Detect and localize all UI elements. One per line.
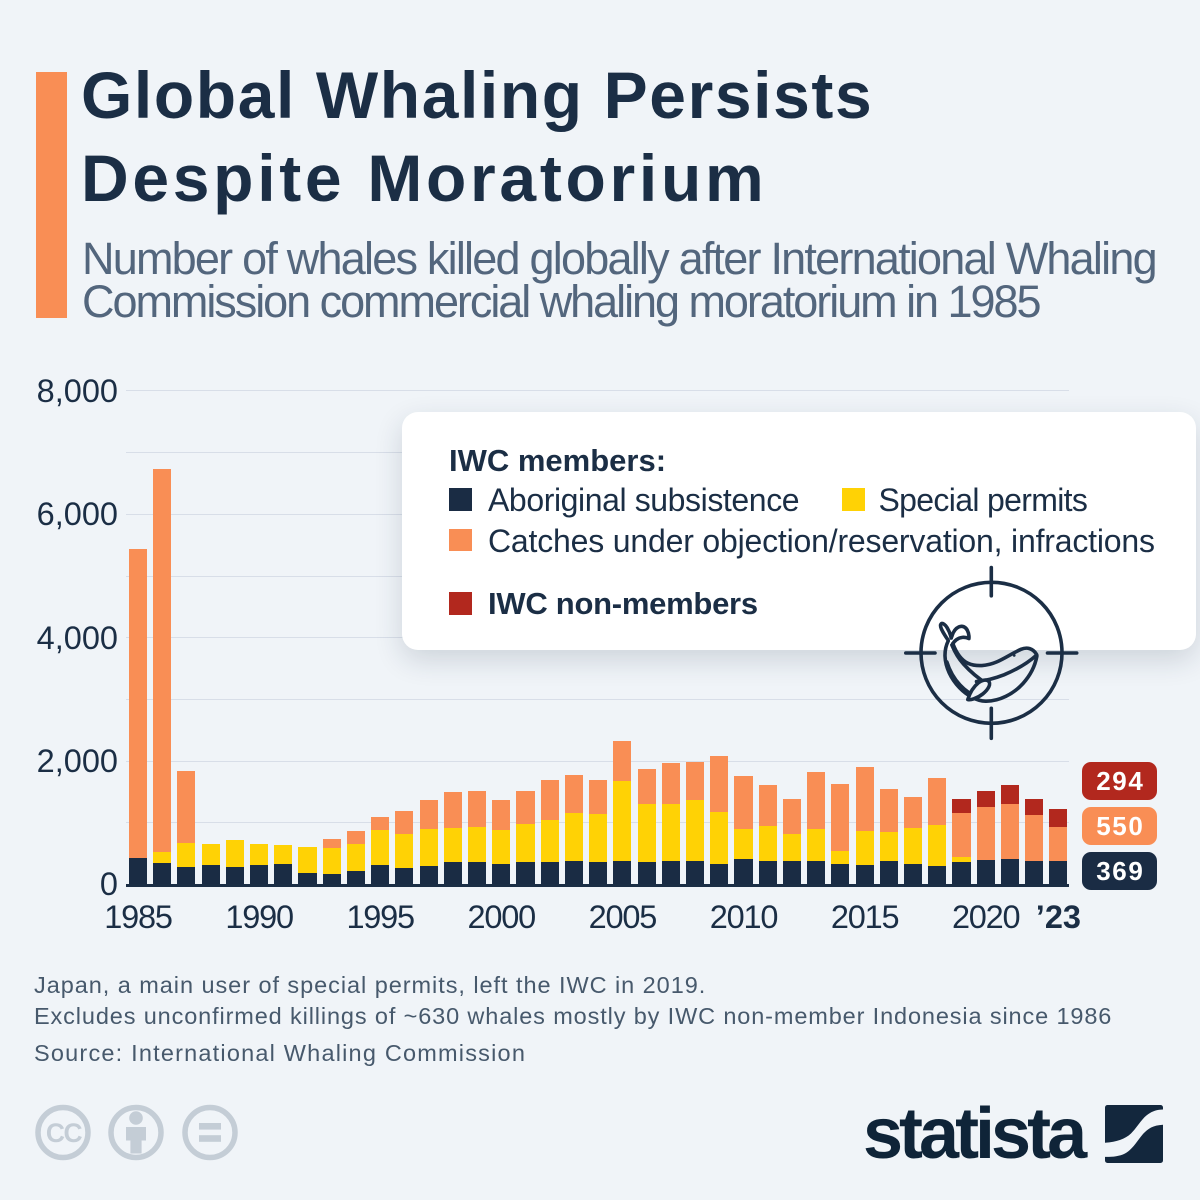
svg-text:CC: CC bbox=[46, 1118, 83, 1148]
